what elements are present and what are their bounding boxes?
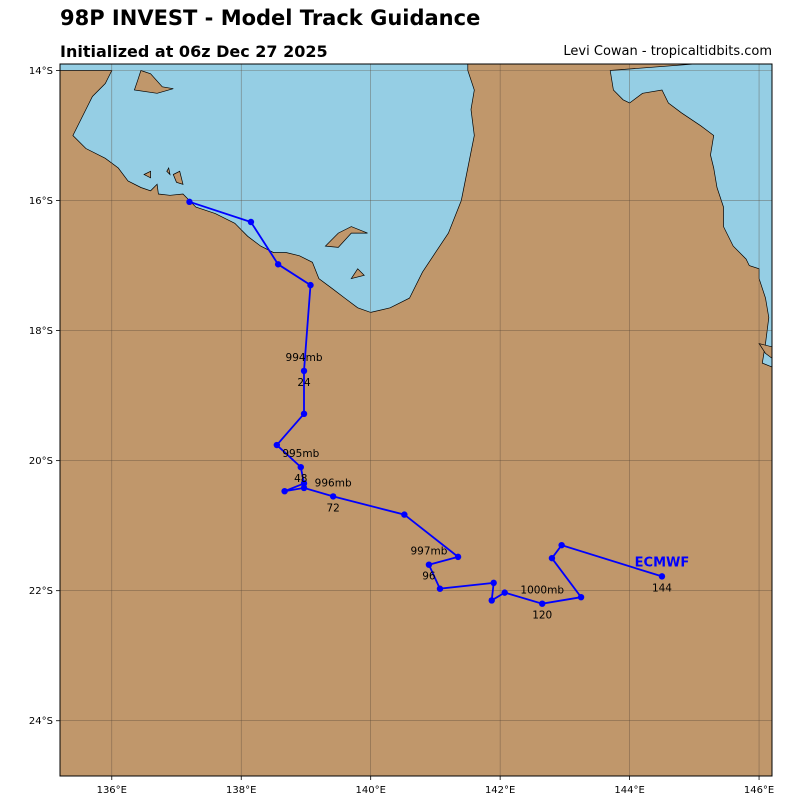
track-point — [501, 589, 508, 596]
track-point — [300, 410, 308, 418]
island-5 — [166, 167, 171, 176]
track-point — [281, 488, 288, 495]
lat-tick-label: 14°S — [29, 66, 53, 77]
forecast-hour-label: 24 — [297, 377, 311, 389]
lon-tick-label: 140°E — [355, 785, 385, 796]
track-point — [186, 198, 193, 206]
island-3 — [143, 170, 151, 179]
model-label: ECMWF — [635, 555, 690, 570]
island-1 — [324, 226, 368, 248]
lat-tick-label: 18°S — [29, 326, 53, 337]
pressure-label: 995mb — [282, 448, 319, 460]
track-point — [297, 463, 304, 471]
track-point — [548, 554, 556, 562]
track-point — [436, 585, 444, 592]
island-4 — [172, 170, 184, 185]
track-point — [558, 541, 565, 549]
forecast-hour-label: 72 — [326, 502, 339, 514]
axis-ticks: 136°E 138°E 140°E 142°E 144°E 146°E 14°S 16°S 18… — [29, 66, 774, 796]
track-point — [490, 579, 497, 587]
lat-tick-label: 24°S — [29, 716, 53, 727]
track-point — [300, 484, 308, 492]
track-point — [425, 561, 433, 568]
lat-tick-label: 20°S — [29, 456, 53, 467]
track-point — [658, 573, 666, 580]
lat-tick-label: 22°S — [29, 586, 53, 597]
track-point — [274, 261, 282, 268]
track-annotations: 994mb 24 995mb 48 996mb 72 997mb 96 1000mb 120 144 — [282, 352, 672, 622]
track-point — [539, 600, 546, 607]
forecast-hour-label: 144 — [652, 582, 672, 594]
pressure-label: 1000mb — [520, 585, 564, 597]
island-6 — [758, 343, 772, 359]
pressure-label: 997mb — [410, 546, 447, 558]
ecmwf-track-line — [189, 200, 663, 605]
pressure-label: 994mb — [286, 352, 323, 364]
credit-text: Levi Cowan - tropicaltidbits.com — [563, 44, 772, 59]
track-point — [300, 480, 308, 487]
track-point — [488, 597, 495, 604]
island-0 — [133, 70, 174, 94]
track-point — [577, 593, 585, 601]
lat-tick-label: 16°S — [29, 196, 53, 207]
lon-tick-label: 138°E — [226, 785, 256, 796]
lon-tick-label: 142°E — [485, 785, 515, 796]
forecast-hour-label: 96 — [422, 571, 436, 583]
lon-tick-label: 146°E — [744, 785, 774, 796]
forecast-hour-label: 48 — [294, 473, 307, 485]
init-time: Initialized at 06z Dec 27 2025 — [60, 42, 328, 61]
forecast-hour-label: 120 — [532, 610, 552, 622]
chart-title: 98P INVEST - Model Track Guidance — [60, 6, 481, 30]
lon-tick-label: 144°E — [614, 785, 644, 796]
track-point — [273, 441, 281, 449]
lon-tick-label: 136°E — [97, 785, 127, 796]
track-point — [454, 553, 462, 561]
track-point — [300, 367, 308, 375]
track-points — [186, 198, 666, 607]
track-point — [329, 493, 337, 500]
pressure-label: 996mb — [315, 477, 352, 489]
graticule — [60, 64, 772, 776]
coral-sea-water — [609, 64, 772, 368]
track-point — [247, 218, 255, 226]
islands — [133, 70, 772, 359]
track-point — [307, 281, 314, 289]
track-point — [401, 511, 408, 518]
map-frame — [59, 63, 773, 777]
island-2 — [350, 268, 365, 280]
